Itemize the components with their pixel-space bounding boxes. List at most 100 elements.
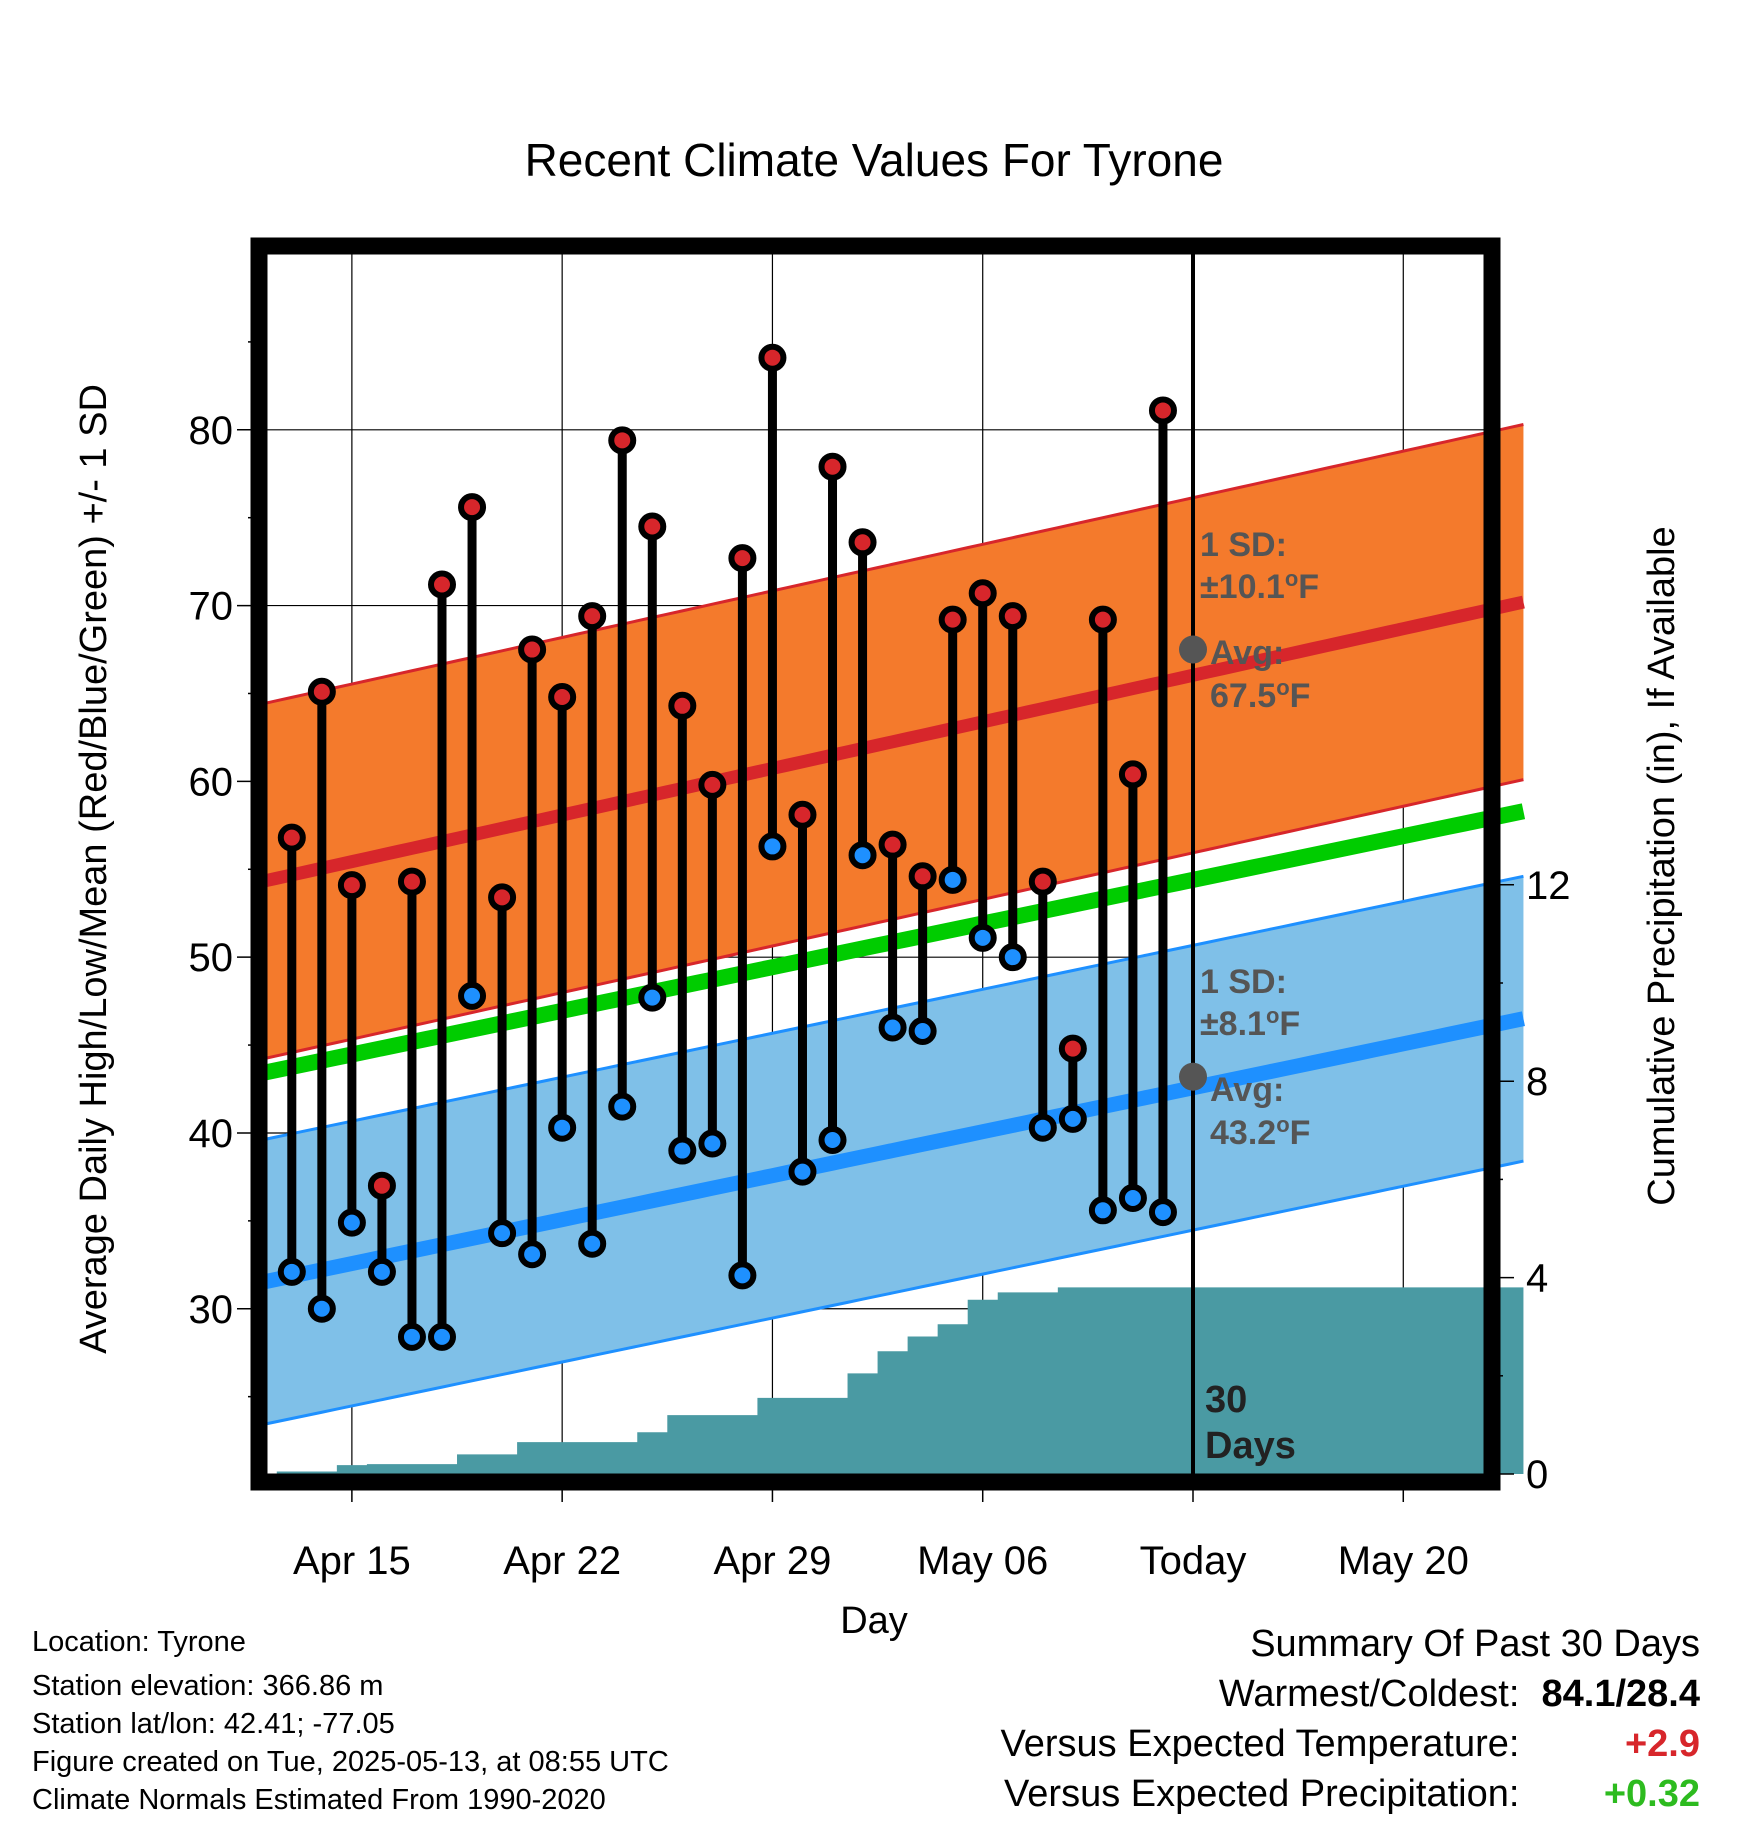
daily-low-point [788,1157,817,1186]
normal-low-line [260,1011,1525,1290]
daily-low-point [668,1136,697,1165]
x-tick-label: Apr 15 [293,1539,411,1583]
daily-high-point [367,1171,396,1200]
y-right-tick-label: 0 [1526,1453,1548,1497]
temp-row: Versus Expected Temperature: +2.9 [1001,1719,1700,1769]
temp-label: Versus Expected Temperature: [1000,1723,1520,1765]
x-tick-label: Apr 22 [503,1539,621,1583]
daily-high-point [488,883,517,912]
daily-low-point [458,981,487,1010]
y-left-tick-label: 50 [189,936,234,980]
daily-low-point [818,1125,847,1154]
precip-area [276,1287,1524,1474]
daily-low-point [728,1261,757,1290]
daily-low-point [1058,1104,1087,1133]
daily-high-point [878,830,907,859]
station-info: Location: Tyrone Station elevation: 366.… [32,1623,669,1819]
daily-high-point [1118,760,1147,789]
daily-low-point [878,1013,907,1042]
daily-low-point [698,1129,727,1158]
y-axis-left-label: Average Daily High/Low/Mean (Red/Blue/Gr… [73,384,115,1354]
daily-high-point [1148,396,1177,425]
high-annotation-sd-value: ±10.1oF [1200,566,1319,607]
summary-heading: Summary Of Past 30 Days [1250,1623,1700,1665]
daily-low-point [938,865,967,894]
daily-low-point [277,1257,306,1286]
daily-high-point [728,544,757,573]
daily-high-point [518,635,547,664]
daily-low-point [758,832,787,861]
x-tick-label: May 06 [917,1539,1048,1583]
x-tick-label: Apr 29 [714,1539,832,1583]
daily-low-point [608,1092,637,1121]
today-avg-low-marker [1179,1062,1207,1091]
y-axis-right-label: Cumulative Precipitation (in), If Availa… [1641,526,1683,1205]
chart-title: Recent Climate Values For Tyrone [525,134,1224,186]
y-right-tick-label: 4 [1526,1257,1548,1301]
summary-panel: Summary Of Past 30 Days Warmest/Coldest:… [1001,1619,1700,1819]
location-text: Location: Tyrone [32,1626,246,1658]
daily-low-point [548,1113,577,1142]
plot-frame [250,237,1501,1491]
high-annotation-sd-label: 1 SD: [1200,526,1287,564]
low-annotation-sd-value: ±8.1oF [1200,1003,1300,1044]
daily-high-point [578,602,607,631]
daily-high-point [788,800,817,829]
daily-low-point [578,1229,607,1258]
daily-high-point [698,770,727,799]
daily-high-point [1058,1034,1087,1063]
today-days-label: Days [1205,1425,1296,1467]
daily-high-point [818,452,847,481]
daily-low-point [848,841,877,870]
high-annotation-avg-label: Avg: [1210,634,1284,672]
latlon-text: Station lat/lon: 42.41; -77.05 [32,1708,395,1740]
warm-cold-row: Warmest/Coldest: 84.1/28.4 [1001,1669,1700,1719]
x-tick-label: Today [1140,1539,1247,1583]
daily-high-point [428,570,456,599]
daily-low-point [518,1240,547,1269]
daily-high-point [548,682,577,711]
daily-high-point [968,579,997,608]
daily-high-point [758,343,787,372]
daily-low-point [908,1017,937,1046]
warm-cold-value: 84.1/28.4 [1541,1673,1700,1715]
y-left-tick-label: 30 [189,1288,234,1332]
x-tick-label: May 20 [1338,1539,1469,1583]
normal-low-band-lower-edge [261,1159,1524,1427]
daily-high-point [397,867,426,896]
daily-high-point [638,512,667,541]
daily-high-point [998,602,1027,631]
daily-high-point [337,871,366,900]
daily-low-point [397,1322,426,1351]
precip-label: Versus Expected Precipitation: [1004,1773,1520,1815]
x-axis-label: Day [840,1600,908,1642]
precip-value: +0.32 [1603,1773,1700,1815]
today-days-label: 30 [1205,1379,1247,1421]
normals-text: Climate Normals Estimated From 1990-2020 [32,1784,606,1816]
daily-low-point [307,1294,336,1323]
y-left-tick-label: 80 [189,409,234,453]
daily-low-point [428,1322,456,1351]
daily-low-point [488,1219,517,1248]
precip-row: Versus Expected Precipitation: +0.32 [1001,1769,1700,1819]
daily-high-point [307,677,336,706]
daily-low-point [1118,1184,1147,1213]
daily-low-point [1088,1196,1117,1225]
daily-high-point [608,426,637,455]
elevation-text: Station elevation: 366.86 m [32,1670,384,1702]
low-annotation-avg-label: Avg: [1210,1071,1284,1109]
daily-low-point [638,983,667,1012]
y-left-tick-label: 60 [189,760,234,804]
daily-low-point [998,943,1027,972]
daily-high-point [277,823,306,852]
daily-high-point [938,605,967,634]
warm-cold-label: Warmest/Coldest: [1218,1673,1520,1715]
daily-high-point [1028,867,1057,896]
daily-low-point [337,1208,366,1237]
daily-high-point [1088,605,1117,634]
daily-high-point [668,691,697,720]
y-right-tick-label: 8 [1526,1060,1548,1104]
daily-low-point [1028,1113,1057,1142]
daily-high-point [458,493,487,522]
